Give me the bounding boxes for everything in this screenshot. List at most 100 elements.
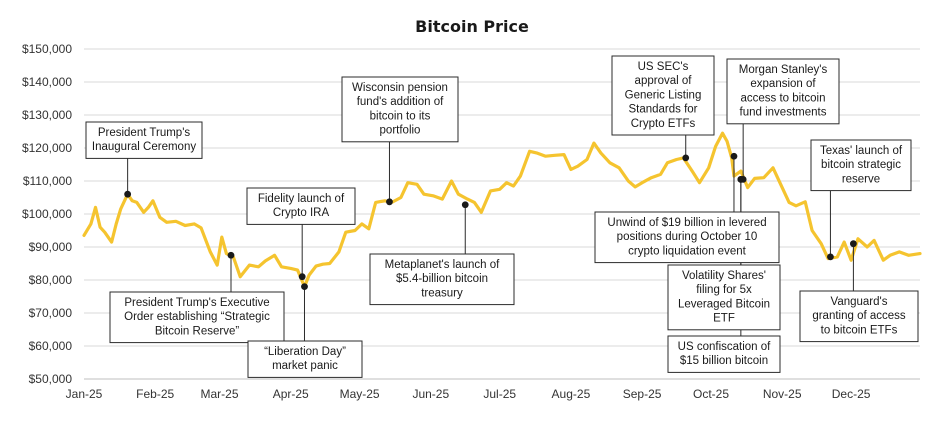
x-tick-label: Oct-25	[693, 387, 729, 401]
price-line	[82, 131, 922, 289]
annotation-text: US confiscation of	[678, 341, 771, 353]
x-tick-label: Sep-25	[623, 387, 662, 401]
y-tick-label: $50,000	[29, 372, 73, 386]
annotation-frame	[594, 211, 780, 264]
annotation-point	[386, 198, 393, 206]
annotation-box: Metaplanet's launch of $5.4-billion bitco…	[369, 253, 515, 306]
annotation-frame	[341, 76, 459, 143]
annotation-text: Inaugural Ceremony	[92, 141, 196, 153]
annotation-frame	[726, 58, 840, 125]
x-tick-label: May-25	[340, 387, 380, 401]
annotation-box: Unwind of $19 billion in levered position…	[594, 211, 780, 264]
x-axis-tick-labels: Jan-25 Feb-25 Mar-25 Apr-25 May-25 Jun-25 Jul-…	[66, 387, 871, 401]
annotation-text: filing for 5x	[696, 284, 752, 296]
annotation-box: Wisconsin pension fund's addition of bitco…	[341, 76, 459, 143]
annotation-text: Volatility Shares'	[682, 270, 766, 282]
annotation-frame	[109, 291, 285, 344]
chart-title: Bitcoin Price	[415, 17, 529, 36]
annotation-box: President Trump's Inaugural Ceremony	[85, 121, 203, 159]
y-tick-label: $60,000	[29, 339, 73, 353]
annotation-text: Wisconsin pension	[352, 82, 448, 94]
x-tick-label: Apr-25	[273, 387, 309, 401]
annotation-text: fund's addition of	[357, 96, 444, 108]
annotation-frame	[246, 187, 356, 225]
y-tick-label: $110,000	[23, 174, 72, 188]
annotation-frame	[810, 139, 912, 192]
annotation-text: Order establishing “Strategic	[124, 311, 270, 323]
annotation-point	[730, 152, 738, 160]
annotation-text: ETF	[713, 313, 735, 325]
y-tick-label: $140,000	[22, 75, 72, 89]
annotation-text: Generic Listing	[625, 89, 702, 101]
annotation-text: Bitcoin Reserve”	[155, 325, 240, 337]
annotation-point	[737, 175, 745, 183]
annotation-text: President Trump's Executive	[124, 297, 269, 309]
annotation-text: Morgan Stanley's	[739, 64, 828, 76]
x-tick-label: Jan-25	[66, 387, 103, 401]
annotation-text: Standards for	[628, 104, 697, 116]
annotation-text: Fidelity launch of	[258, 193, 345, 205]
annotation-text: Crypto IRA	[273, 207, 330, 219]
annotation-box: Vanguard's granting of access to bitcoin E…	[799, 290, 919, 343]
annotation-box: Texas' launch of bitcoin strategic reserve	[810, 139, 912, 192]
annotation-frame	[369, 253, 515, 306]
y-tick-label: $90,000	[29, 240, 73, 254]
price-series	[82, 131, 922, 289]
x-tick-label: Dec-25	[832, 387, 871, 401]
annotation-point	[298, 273, 306, 281]
annotation-text: Leveraged Bitcoin	[678, 298, 770, 310]
y-tick-label: $150,000	[22, 42, 72, 56]
annotation-text: granting of access	[812, 310, 906, 322]
annotation-text: Vanguard's	[831, 296, 888, 308]
annotation-frame	[85, 121, 203, 159]
annotation-box: US confiscation of $15 billion bitcoin	[667, 335, 781, 373]
annotation-box: Morgan Stanley's expansion of access to bi…	[726, 58, 840, 125]
y-tick-label: $120,000	[22, 141, 72, 155]
annotation-text: $15 billion bitcoin	[680, 355, 768, 367]
annotation-box: President Trump's Executive Order establi…	[109, 291, 285, 344]
annotation-box: Fidelity launch of Crypto IRA	[246, 187, 356, 225]
annotation-point	[827, 253, 834, 261]
annotation-text: fund investments	[740, 107, 827, 119]
annotation-box: Volatility Shares' filing for 5x Leveraged…	[667, 264, 781, 331]
annotation-text: Crypto ETFs	[631, 118, 696, 130]
x-tick-label: Nov-25	[763, 387, 802, 401]
annotation-point	[682, 154, 690, 162]
y-tick-label: $100,000	[22, 207, 72, 221]
y-tick-label: $70,000	[29, 306, 73, 320]
annotation-text: US SEC's	[638, 61, 689, 73]
annotation-text: reserve	[842, 173, 880, 185]
annotation-text: crypto liquidation event	[628, 245, 746, 257]
x-tick-label: Jun-25	[412, 387, 449, 401]
annotation-text: bitcoin to its	[370, 110, 431, 122]
x-tick-label: Jul-25	[483, 387, 516, 401]
x-tick-label: Mar-25	[200, 387, 238, 401]
annotation-point	[849, 240, 857, 248]
annotation-points	[124, 152, 857, 290]
annotation-point	[227, 251, 235, 259]
annotation-text: Texas' launch of	[820, 145, 903, 157]
annotation-text: President Trump's	[98, 127, 191, 139]
annotation-text: approval of	[635, 75, 693, 87]
annotation-text: “Liberation Day”	[264, 346, 346, 358]
annotation-text: treasury	[421, 287, 463, 299]
annotation-text: portfolio	[380, 125, 421, 137]
annotation-text: expansion of	[750, 78, 816, 90]
y-tick-label: $130,000	[22, 108, 72, 122]
annotation-text: Unwind of $19 billion in levered	[607, 217, 766, 229]
y-tick-label: $80,000	[29, 273, 73, 287]
annotation-text: positions during October 10	[617, 231, 758, 243]
annotation-point	[124, 190, 132, 198]
x-tick-label: Aug-25	[552, 387, 591, 401]
annotation-frame	[247, 340, 363, 378]
annotation-point	[461, 201, 469, 209]
annotation-text: Metaplanet's launch of	[385, 259, 501, 271]
y-axis-tick-labels: $50,000 $60,000 $70,000 $80,000 $90,000 $100,…	[22, 42, 72, 386]
annotation-text: market panic	[272, 360, 338, 372]
annotation-frame	[667, 335, 781, 373]
x-tick-label: Feb-25	[136, 387, 174, 401]
annotation-frame	[611, 55, 715, 136]
